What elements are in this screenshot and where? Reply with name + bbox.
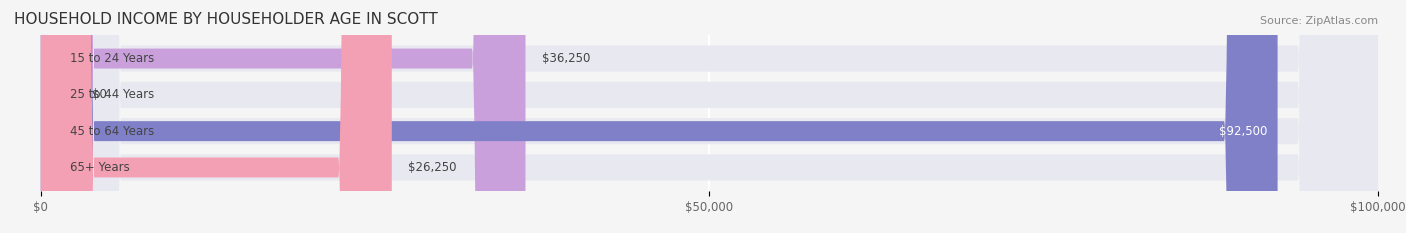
Text: $92,500: $92,500	[1219, 125, 1267, 138]
FancyBboxPatch shape	[41, 0, 1278, 233]
FancyBboxPatch shape	[41, 0, 1378, 233]
FancyBboxPatch shape	[41, 0, 1378, 233]
FancyBboxPatch shape	[41, 0, 526, 233]
FancyBboxPatch shape	[41, 0, 1378, 233]
FancyBboxPatch shape	[41, 0, 1378, 233]
FancyBboxPatch shape	[41, 0, 392, 233]
Text: 65+ Years: 65+ Years	[70, 161, 129, 174]
Text: 15 to 24 Years: 15 to 24 Years	[70, 52, 155, 65]
Text: HOUSEHOLD INCOME BY HOUSEHOLDER AGE IN SCOTT: HOUSEHOLD INCOME BY HOUSEHOLDER AGE IN S…	[14, 12, 437, 27]
Text: Source: ZipAtlas.com: Source: ZipAtlas.com	[1260, 16, 1378, 26]
Text: 45 to 64 Years: 45 to 64 Years	[70, 125, 155, 138]
Text: $26,250: $26,250	[408, 161, 457, 174]
Text: $0: $0	[91, 88, 107, 101]
Text: $36,250: $36,250	[541, 52, 591, 65]
Text: 25 to 44 Years: 25 to 44 Years	[70, 88, 155, 101]
